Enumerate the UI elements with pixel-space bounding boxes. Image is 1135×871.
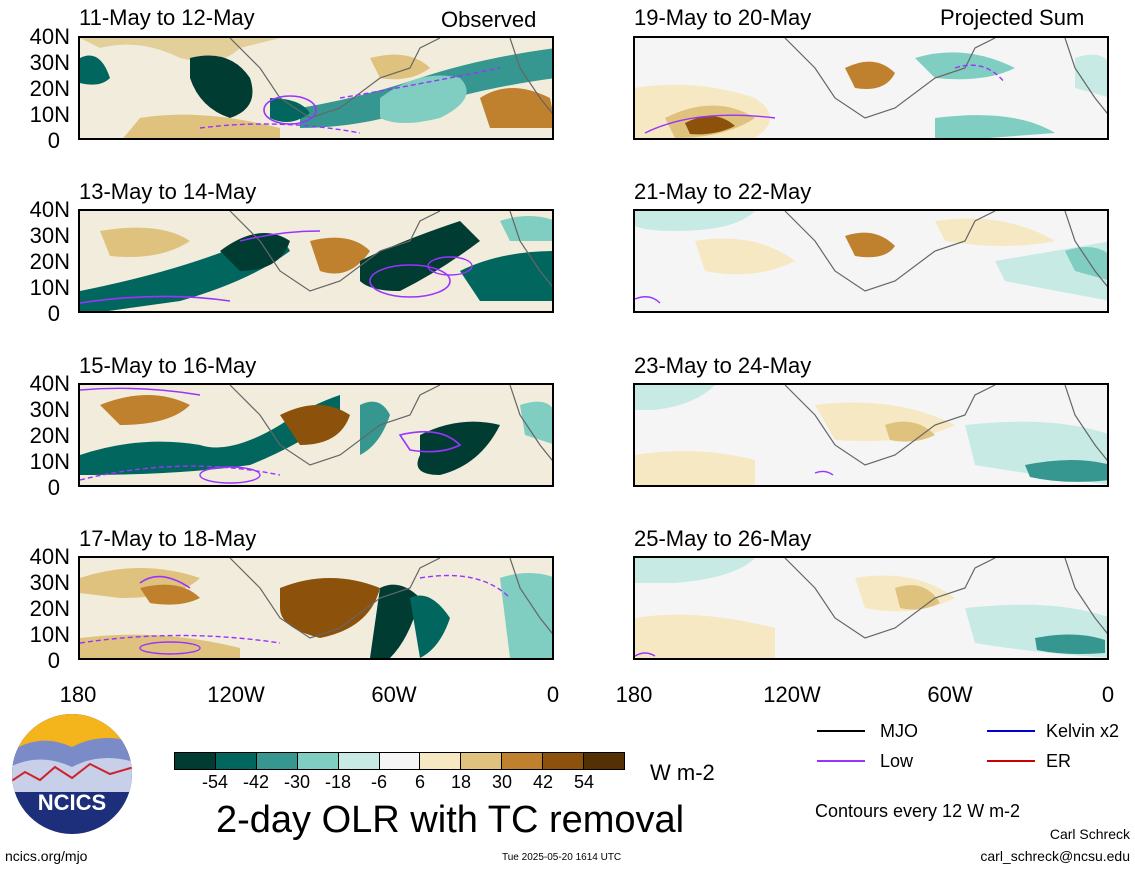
colorbar-tick: -30 — [283, 772, 310, 792]
panel-title-left-1: 11-May to 12-May — [79, 5, 255, 30]
map-panel-left-2 — [78, 209, 554, 313]
lat-label: 10N — [29, 275, 70, 300]
legend-swatch-low — [817, 760, 865, 762]
colorbar-tick: 18 — [450, 772, 472, 792]
projected-label: Projected Sum — [940, 5, 1085, 30]
lat-label: 20N — [29, 596, 70, 621]
map-panel-right-3 — [633, 383, 1109, 487]
panel-title-right-1: 19-May to 20-May — [634, 5, 812, 30]
lon-label: 0 — [1101, 682, 1115, 707]
map-panel-left-3 — [78, 383, 554, 487]
logo-text: NCICS — [38, 790, 106, 815]
legend-label-mjo: MJO — [880, 721, 918, 741]
map-panel-left-4 — [78, 556, 554, 660]
panel-title-left-3: 15-May to 16-May — [79, 353, 257, 378]
lon-label: 120W — [763, 682, 821, 707]
website-link[interactable]: ncics.org/mjo — [5, 848, 88, 864]
colorbar-swatches — [174, 752, 625, 770]
timestamp: Tue 2025-05-20 1614 UTC — [502, 852, 622, 863]
panel-title-left-2: 13-May to 14-May — [79, 179, 257, 204]
colorbar-swatch — [337, 753, 379, 769]
map-panel-left-1 — [78, 36, 554, 140]
panel-title-right-2: 21-May to 22-May — [634, 179, 812, 204]
colorbar-tick: -54 — [201, 772, 228, 792]
observed-label: Observed — [441, 7, 537, 32]
lat-label: 10N — [29, 449, 70, 474]
colorbar-unit: W m-2 — [650, 760, 715, 785]
lat-label: 40N — [29, 371, 70, 396]
colorbar-tick: 6 — [414, 772, 425, 792]
lat-label: 0 — [47, 301, 60, 326]
panel-title-right-3: 23-May to 24-May — [634, 353, 812, 378]
lat-label: 20N — [29, 249, 70, 274]
lon-label: 0 — [546, 682, 560, 707]
lon-label: 120W — [207, 682, 265, 707]
author-email[interactable]: carl_schreck@ncsu.edu — [980, 848, 1130, 864]
colorbar-swatch — [296, 753, 338, 769]
colorbar-swatch — [583, 753, 624, 769]
lat-label: 0 — [47, 648, 60, 673]
contour-note: Contours every 12 W m-2 — [815, 801, 1021, 821]
ncics-logo: NCICS — [10, 712, 134, 836]
lon-label: 60W — [371, 682, 417, 707]
colorbar-tick: 42 — [532, 772, 554, 792]
colorbar-swatch — [501, 753, 543, 769]
map-panel-right-2 — [633, 209, 1109, 313]
lat-label: 10N — [29, 102, 70, 127]
lat-label: 30N — [29, 223, 70, 248]
legend-swatch-kelvin — [987, 730, 1035, 732]
author-name: Carl Schreck — [1049, 826, 1130, 842]
lat-label: 40N — [29, 24, 70, 49]
lat-label: 30N — [29, 397, 70, 422]
map-panel-right-4 — [633, 556, 1109, 660]
colorbar-swatch — [460, 753, 502, 769]
map-panel-right-1 — [633, 36, 1109, 140]
colorbar-swatch — [542, 753, 584, 769]
colorbar-tick: 30 — [491, 772, 513, 792]
panel-title-right-4: 25-May to 26-May — [634, 526, 812, 551]
lat-label: 40N — [29, 197, 70, 222]
colorbar-tick: 54 — [573, 772, 595, 792]
colorbar-swatch — [255, 753, 297, 769]
legend-swatch-er — [987, 760, 1035, 762]
lon-label: 180 — [615, 682, 653, 707]
colorbar-swatch — [419, 753, 461, 769]
lon-label: 60W — [927, 682, 973, 707]
colorbar-tick: -42 — [242, 772, 269, 792]
colorbar-tick: -6 — [370, 772, 387, 792]
colorbar-swatch — [175, 753, 215, 769]
colorbar-swatch — [378, 753, 420, 769]
main-title: 2-day OLR with TC removal — [216, 799, 685, 841]
lat-label: 10N — [29, 622, 70, 647]
legend-swatch-mjo — [817, 730, 865, 732]
lat-label: 40N — [29, 544, 70, 569]
legend-label-er: ER — [1046, 751, 1072, 771]
lat-label: 20N — [29, 76, 70, 101]
lat-label: 20N — [29, 423, 70, 448]
legend-label-low: Low — [880, 751, 914, 771]
lat-label: 0 — [47, 475, 60, 500]
lat-label: 30N — [29, 50, 70, 75]
legend-label-kelvin: Kelvin x2 — [1046, 721, 1120, 741]
colorbar-swatch — [214, 753, 256, 769]
colorbar-tick: -18 — [324, 772, 351, 792]
lat-label: 0 — [47, 128, 60, 153]
lon-label: 180 — [59, 682, 97, 707]
panel-title-left-4: 17-May to 18-May — [79, 526, 257, 551]
lat-label: 30N — [29, 570, 70, 595]
